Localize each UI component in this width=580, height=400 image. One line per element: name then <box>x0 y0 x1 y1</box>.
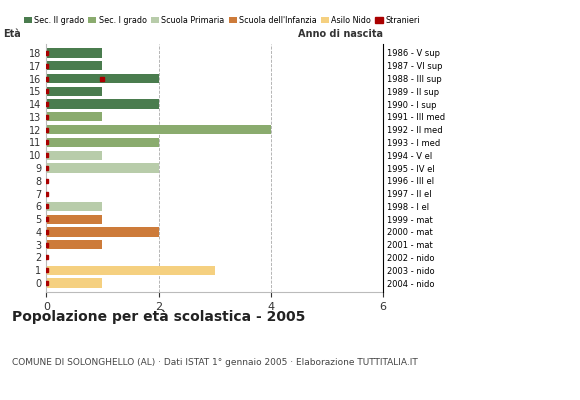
Bar <box>46 100 158 109</box>
Text: Età: Età <box>3 29 20 39</box>
Bar <box>46 125 271 134</box>
Bar <box>46 87 103 96</box>
Bar <box>46 138 158 147</box>
Text: COMUNE DI SOLONGHELLO (AL) · Dati ISTAT 1° gennaio 2005 · Elaborazione TUTTITALI: COMUNE DI SOLONGHELLO (AL) · Dati ISTAT … <box>12 358 418 367</box>
Bar <box>46 74 158 83</box>
Bar <box>46 266 215 275</box>
Legend: Sec. II grado, Sec. I grado, Scuola Primaria, Scuola dell'Infanzia, Asilo Nido, : Sec. II grado, Sec. I grado, Scuola Prim… <box>24 16 420 25</box>
Bar <box>46 48 103 58</box>
Bar <box>46 227 158 236</box>
Bar <box>46 278 103 288</box>
Bar <box>46 61 103 70</box>
Bar <box>46 112 103 122</box>
Bar <box>46 202 103 211</box>
Bar <box>46 151 103 160</box>
Bar <box>46 214 103 224</box>
Bar <box>46 240 103 249</box>
Bar <box>46 163 158 173</box>
Text: Popolazione per età scolastica - 2005: Popolazione per età scolastica - 2005 <box>12 310 305 324</box>
Text: Anno di nascita: Anno di nascita <box>298 29 383 39</box>
